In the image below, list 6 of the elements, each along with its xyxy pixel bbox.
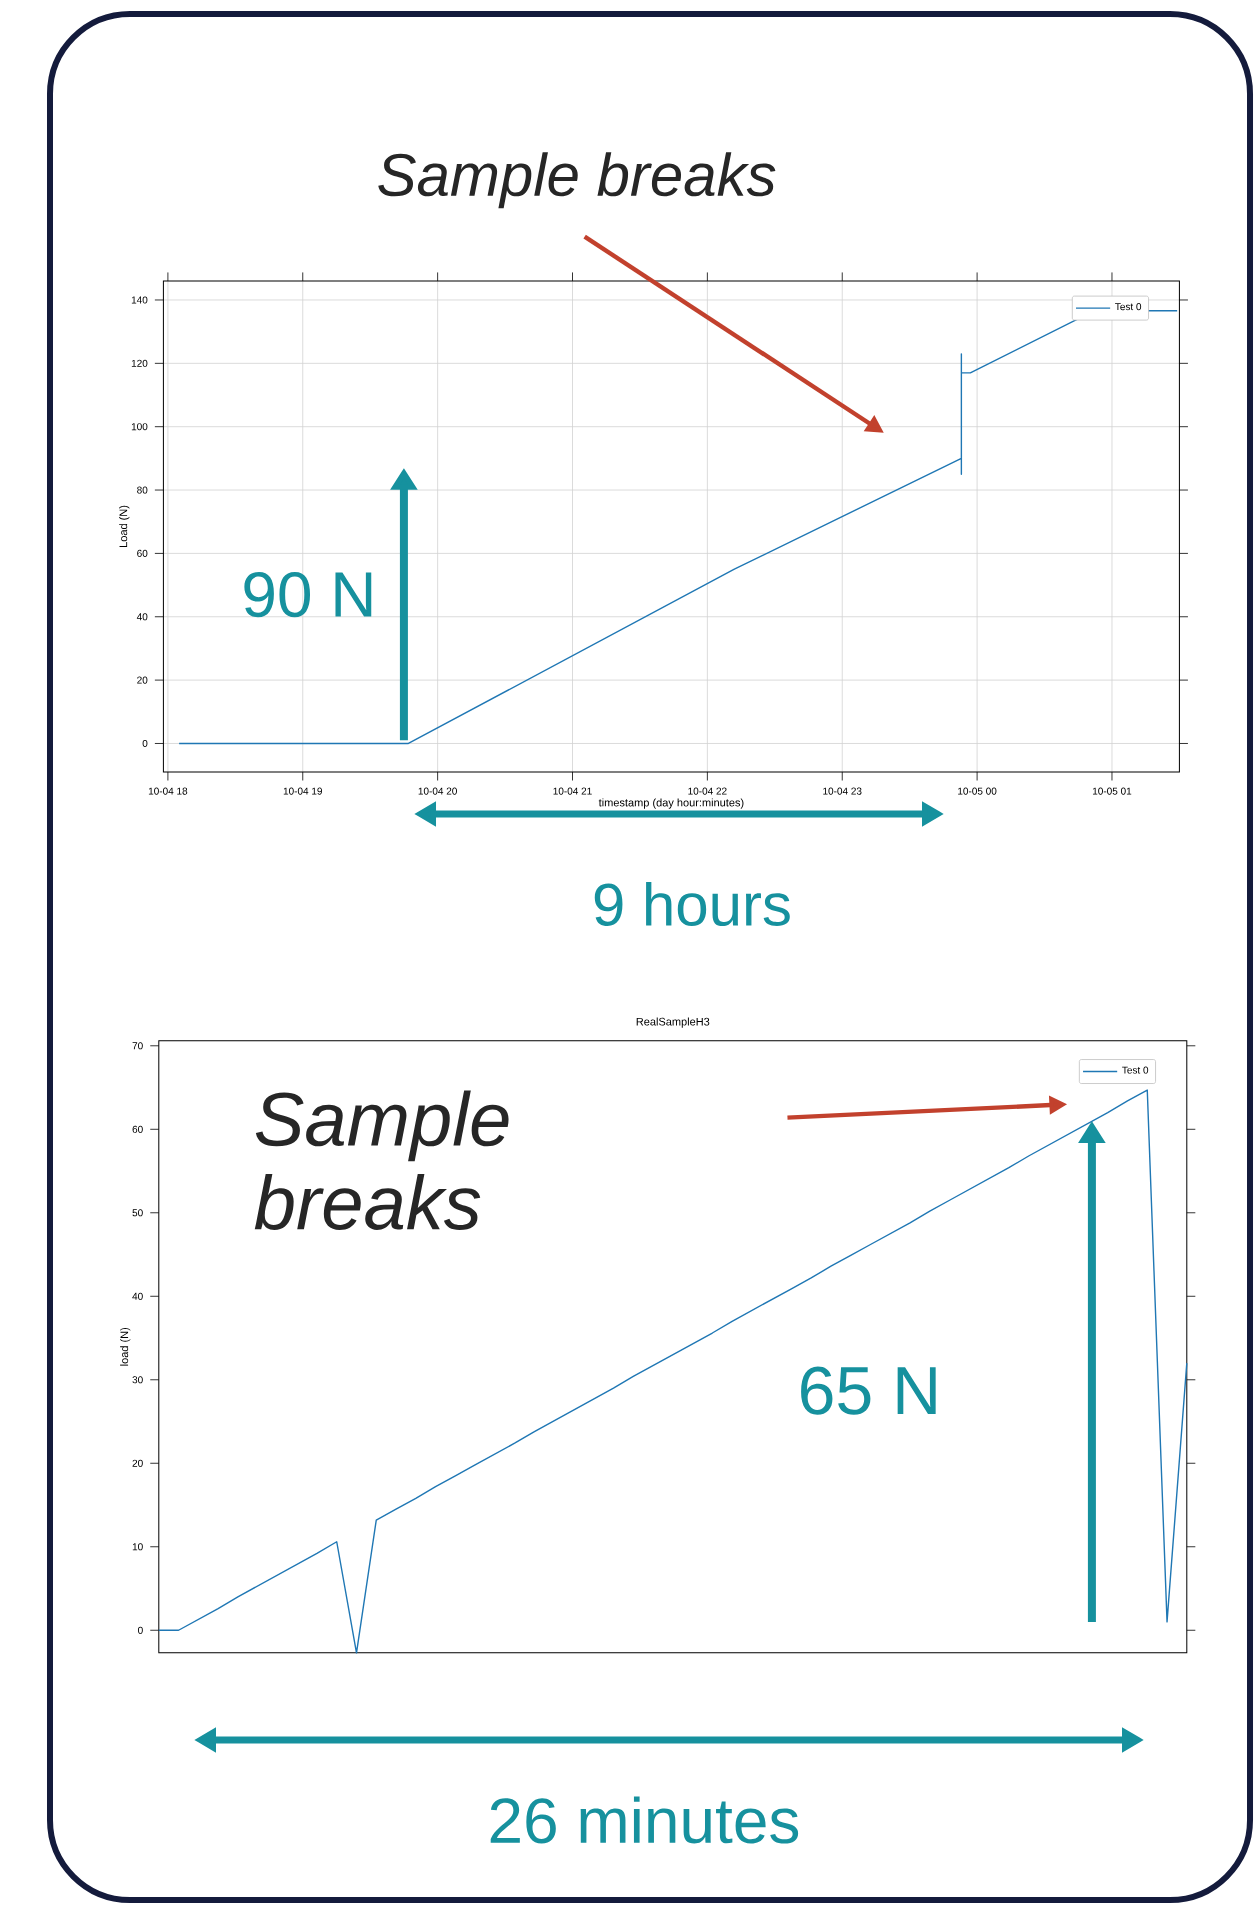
annotation: 65 N bbox=[801, 1366, 936, 1415]
annotation: Sample breaks bbox=[254, 1090, 509, 1230]
text: 9 hours bbox=[594, 881, 790, 927]
text: 26 minutes bbox=[490, 1796, 799, 1844]
text: Sample breaks bbox=[378, 152, 776, 209]
annotation: 90 N bbox=[244, 571, 372, 618]
